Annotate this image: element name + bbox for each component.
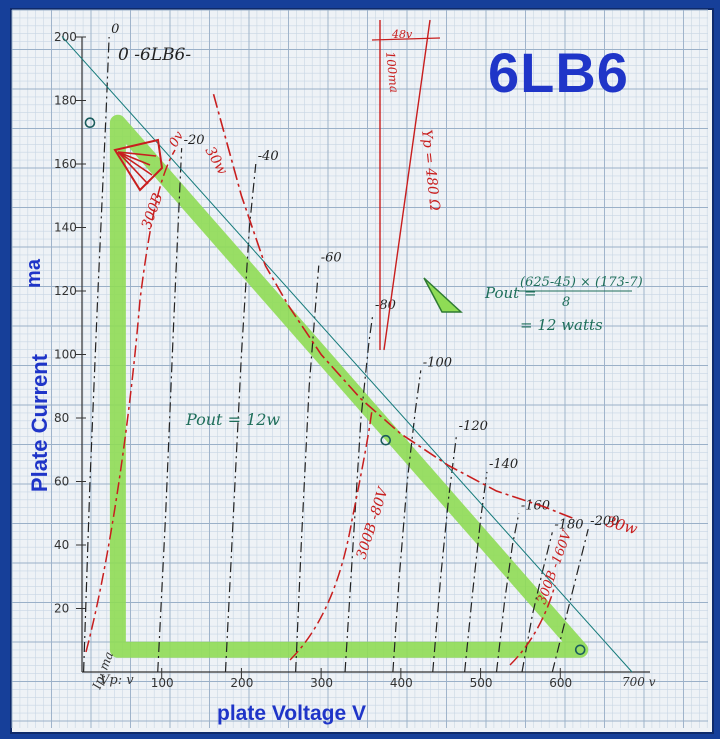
y-tick-label: 160 [54, 157, 77, 171]
y-tick-label: 80 [54, 411, 69, 425]
load-480-line [383, 19, 431, 351]
bias-curve-label: -100 [423, 355, 452, 370]
y-tick-label: 60 [54, 475, 69, 489]
x-end-tag: 700 v [622, 675, 656, 689]
y-tick-label: 140 [54, 221, 77, 235]
x-tick-label: 600 [549, 676, 572, 690]
dissipation-label-bottom: 30w [604, 512, 640, 538]
x-axis-label: plate Voltage V [217, 702, 366, 725]
pout-inplot-label: Pout = 12w [185, 410, 280, 429]
bias-curve [224, 163, 257, 673]
bias-curve [432, 433, 458, 673]
formula-triangle-icon [423, 277, 463, 313]
bias-curve [157, 148, 183, 673]
x-axis-tag: Vp: v [100, 673, 134, 688]
curve-300b-0v-grid-label: 0v [166, 128, 187, 150]
bias-label: 48v [391, 28, 413, 41]
bias-curve-label: 0 [111, 22, 119, 37]
y-axis-label: Plate Current [27, 353, 52, 493]
curve-300b-80v [289, 409, 373, 661]
x-tick-label: 200 [230, 676, 253, 690]
bias-curve [551, 528, 589, 673]
operating-point-marker [84, 117, 96, 129]
bias-curve [82, 36, 110, 673]
x-tick-label: 400 [390, 676, 413, 690]
formula-result: = 12 watts [520, 316, 603, 334]
bias-curve [344, 313, 374, 673]
bias-bracket [371, 37, 441, 41]
arrow-fan-stroke [117, 151, 157, 157]
dissipation-30w-curve [212, 93, 577, 521]
formula-numerator: (625-45) × (173-7) [520, 275, 643, 290]
arrow-fan-stroke [117, 151, 153, 176]
formula-lhs: Pout = [484, 284, 537, 302]
bias-curve [392, 370, 422, 673]
curve-300b-0v [85, 149, 176, 653]
formula-denominator: 8 [562, 295, 570, 310]
y-tick-label: 200 [54, 30, 77, 44]
arrow-fan-stroke [117, 151, 151, 166]
bias-curve [495, 513, 520, 673]
arrow-fan-stroke [117, 151, 149, 185]
dissipation-label-top: 30w [202, 144, 231, 178]
operating-point-marker [574, 644, 586, 656]
curve-300b-160v [509, 584, 556, 666]
load-line [61, 36, 633, 673]
y-tick-label: 40 [54, 538, 69, 552]
y-tick-label: 20 [54, 602, 69, 616]
tube-type-label: 0 -6LB6- [118, 45, 191, 65]
bias-curve-label: -180 [554, 517, 583, 532]
bias-curve-label: -200 [590, 514, 619, 529]
operating-point-marker [380, 434, 392, 446]
y-tick-label: 100 [54, 348, 77, 362]
x-tick-label: 100 [151, 676, 174, 690]
bias-curve-label: -80 [375, 298, 396, 313]
bias-curve-label: -20 [184, 133, 205, 148]
y-tick-label: 180 [54, 94, 77, 108]
bias-curve-label: -140 [489, 457, 518, 472]
bias-curve-label: -40 [258, 149, 279, 164]
x-tick-label: 500 [470, 676, 493, 690]
arrow-fan-icon [113, 138, 164, 192]
bias-curve-label: -160 [521, 498, 550, 513]
bias-curve-label: -120 [459, 419, 488, 434]
y-tick-label: 120 [54, 284, 77, 298]
current-label: 100ma [383, 51, 401, 94]
bias-curve [295, 265, 320, 673]
bias-curve-label: -60 [321, 251, 342, 266]
chart-title: 6LB6 [488, 41, 629, 104]
y-axis-unit: ma [22, 259, 45, 288]
x-tick-label: 300 [310, 676, 333, 690]
